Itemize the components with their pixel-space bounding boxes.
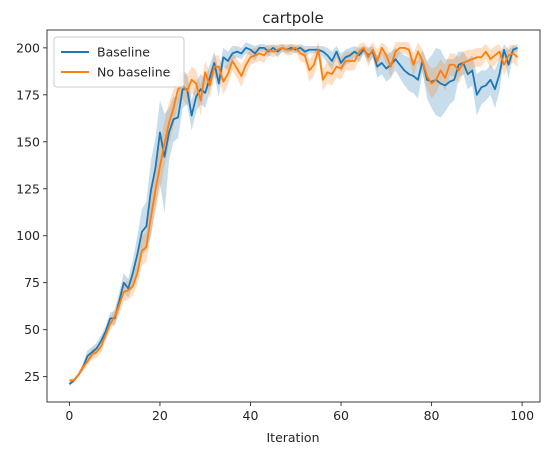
legend-label-baseline: Baseline xyxy=(97,45,150,60)
legend: Baseline No baseline xyxy=(53,36,185,88)
y-tick-label: 200 xyxy=(16,40,40,55)
x-tick-label: 0 xyxy=(65,408,73,423)
axes-frame xyxy=(46,29,541,403)
y-tick-label: 150 xyxy=(16,134,40,149)
plot-area xyxy=(68,42,519,387)
x-tick-label: 40 xyxy=(243,408,259,423)
x-tick-label: 80 xyxy=(424,408,440,423)
y-tick-label: 175 xyxy=(16,87,40,102)
x-axis-label: Iteration xyxy=(266,430,319,445)
y-tick-label: 75 xyxy=(24,275,40,290)
y-tick-label: 100 xyxy=(16,228,40,243)
y-tick-label: 50 xyxy=(24,322,40,337)
legend-box xyxy=(53,36,185,88)
x-axis: 0 20 40 60 80 100 xyxy=(65,402,534,423)
y-tick-label: 125 xyxy=(16,181,40,196)
series-line-no-baseline xyxy=(69,46,519,382)
x-tick-label: 20 xyxy=(152,408,168,423)
y-axis: 25 50 75 100 125 150 175 200 xyxy=(16,40,47,384)
chart-title: cartpole xyxy=(262,9,324,27)
x-tick-label: 100 xyxy=(510,408,534,423)
y-tick-label: 25 xyxy=(24,369,40,384)
x-tick-label: 60 xyxy=(333,408,349,423)
legend-label-no-baseline: No baseline xyxy=(97,65,171,80)
